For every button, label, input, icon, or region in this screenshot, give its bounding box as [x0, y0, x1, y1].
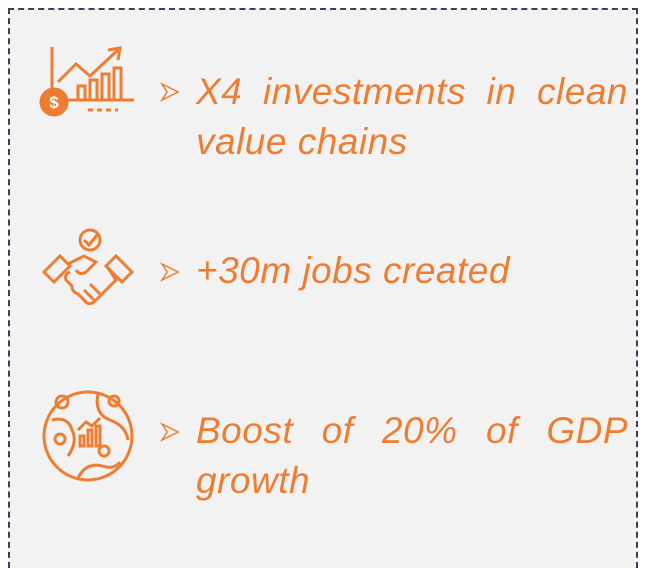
bullet-arrow	[160, 422, 180, 442]
item-text: X4 investments in clean value chains	[196, 71, 628, 162]
svg-text:$: $	[49, 93, 59, 112]
investment-icon: $	[39, 46, 134, 117]
map-growth-icon	[42, 390, 134, 482]
item-text: +30m jobs created	[196, 250, 510, 291]
bullet-arrow	[160, 82, 180, 102]
bullet-arrow	[160, 262, 180, 282]
item-text: Boost of 20% of GDP growth	[196, 410, 628, 501]
handshake-icon	[41, 228, 135, 306]
